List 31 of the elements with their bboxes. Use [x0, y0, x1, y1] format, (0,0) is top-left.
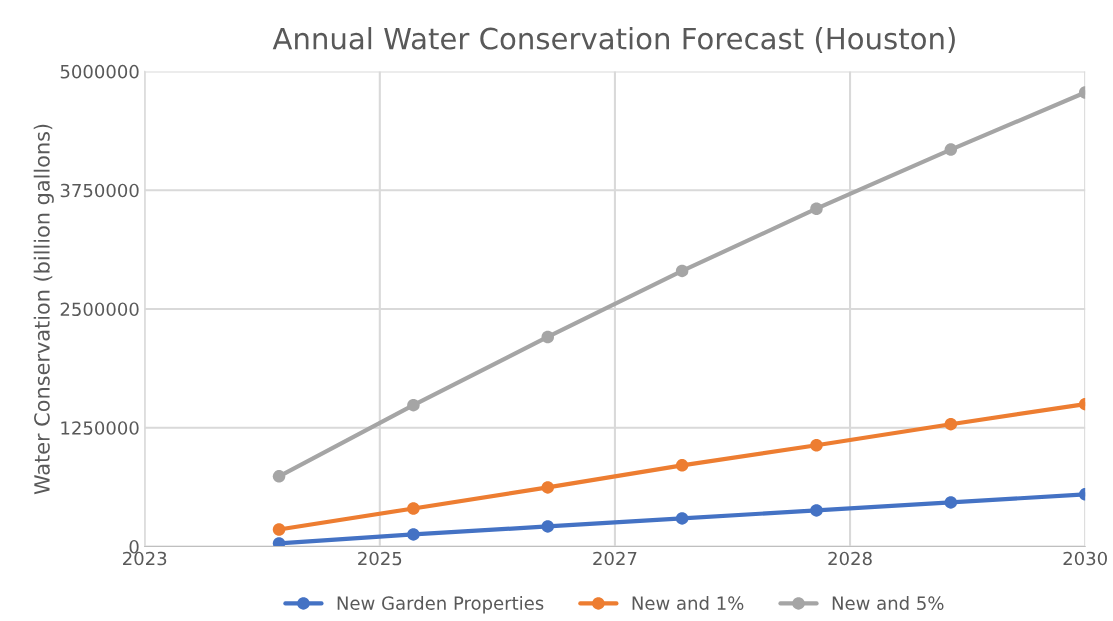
point	[675, 512, 689, 525]
y-tick-label: 1250000	[61, 421, 139, 435]
y-tick-label: 2500000	[60, 302, 139, 317]
y-tick-label: 5000000	[60, 64, 139, 79]
x-tick-label: 2025	[358, 551, 402, 566]
legend-label: New and 1%	[632, 595, 744, 610]
x-tick-label: 2027	[593, 551, 637, 566]
point	[944, 496, 958, 509]
point	[810, 439, 823, 452]
legend-label: New Garden Properties	[337, 595, 544, 614]
point	[541, 481, 555, 494]
legend-label: New and 5%	[832, 595, 944, 610]
point	[272, 523, 286, 536]
point	[407, 528, 420, 541]
point	[944, 417, 958, 431]
point	[810, 504, 823, 517]
chart-title: Annual Water Conservation Forecast (Houston)	[272, 27, 955, 54]
point	[407, 398, 420, 412]
point	[541, 330, 555, 344]
x-tick-label: 2030	[1063, 551, 1107, 566]
point	[272, 470, 286, 483]
point	[272, 537, 286, 547]
point	[541, 520, 555, 533]
point	[675, 264, 689, 278]
y-tick-label: 3750000	[60, 183, 139, 198]
point	[675, 459, 689, 472]
y-axis-title: Water Conservation (billion gallons)	[33, 124, 54, 495]
point	[944, 143, 958, 156]
point	[810, 202, 823, 215]
x-tick-label: 2028	[828, 551, 872, 566]
point	[407, 502, 420, 515]
